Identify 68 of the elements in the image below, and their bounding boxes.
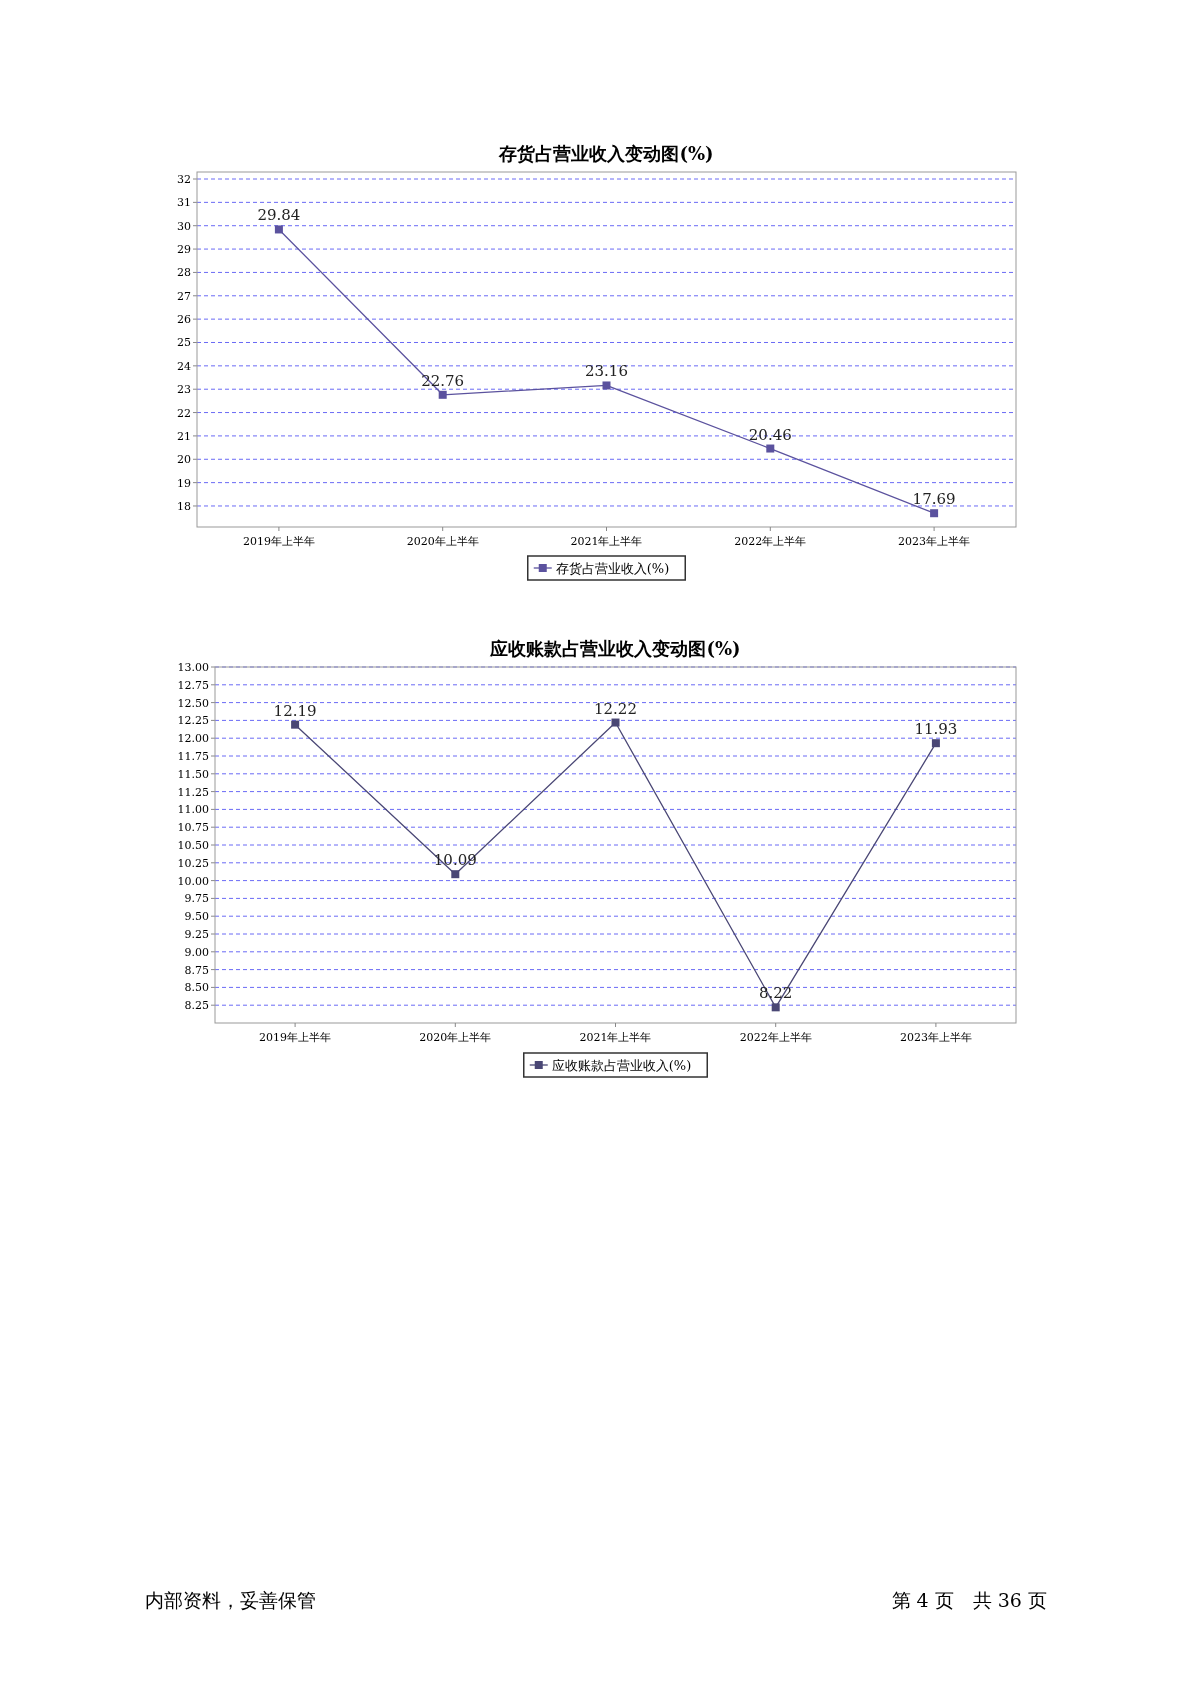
y-tick-label: 32	[177, 173, 191, 187]
point	[771, 1003, 780, 1012]
point	[766, 444, 775, 453]
y-tick-label: 11.50	[177, 767, 209, 781]
y-tick-label: 19	[177, 476, 191, 490]
point	[438, 390, 447, 399]
data-label: 12.22	[594, 699, 637, 718]
y-tick-label: 9.75	[184, 892, 209, 906]
y-tick-label: 8.25	[184, 999, 209, 1013]
y-tick-label: 11.00	[177, 803, 209, 817]
text: 第 4 页 共 36 页	[891, 1589, 1047, 1611]
y-tick-label: 10.00	[177, 874, 209, 888]
x-tick-label: 2019年上半年	[259, 1031, 332, 1044]
y-tick-label: 9.50	[184, 910, 209, 924]
y-tick-label: 12.25	[177, 714, 209, 728]
y-tick-label: 30	[177, 219, 191, 233]
y-tick-label: 10.25	[177, 856, 209, 870]
data-label: 17.69	[912, 490, 956, 509]
x-tick-label: 2023年上半年	[899, 1031, 972, 1044]
y-tick-label: 11.25	[177, 785, 209, 799]
y-tick-label: 28	[177, 266, 191, 280]
y-tick-label: 10.50	[177, 839, 209, 852]
y-tick-label: 8.75	[184, 963, 209, 977]
x-tick-label: 2021年上半年	[579, 1031, 652, 1044]
x-tick-label: 2021年上半年	[570, 535, 643, 548]
data-label: 23.16	[585, 362, 628, 381]
data-label: 11.93	[914, 720, 958, 739]
x-tick-label: 2020年上半年	[406, 535, 479, 548]
y-tick-label: 9.25	[184, 928, 209, 941]
y-tick-label: 12.75	[177, 678, 209, 692]
y-tick-label: 10.75	[177, 821, 209, 835]
y-tick-label: 22	[177, 406, 191, 420]
y-tick-label: 18	[177, 499, 191, 513]
data-label: 12.19	[273, 701, 317, 720]
y-tick-label: 12.00	[177, 732, 209, 746]
x-tick-label: 2020年上半年	[419, 1031, 492, 1044]
chart-title: 应收账款占营业收入变动图(%)	[489, 638, 741, 659]
point	[611, 718, 620, 727]
y-tick-label: 25	[177, 336, 191, 350]
x-tick-label: 2022年上半年	[734, 535, 807, 548]
point	[274, 225, 283, 234]
y-tick-label: 27	[177, 289, 191, 303]
x-tick-label: 2023年上半年	[898, 535, 971, 548]
point	[602, 381, 611, 390]
y-tick-label: 31	[177, 196, 191, 210]
y-tick-label: 26	[177, 313, 191, 327]
x-tick-label: 2019年上半年	[242, 535, 315, 548]
y-tick-label: 29	[177, 243, 191, 257]
y-tick-label: 21	[177, 429, 191, 443]
legend-label: 应收账款占营业收入(%)	[551, 1058, 692, 1073]
text: 内部资料，妥善保管	[145, 1589, 316, 1611]
y-tick-label: 13.00	[177, 661, 209, 674]
point	[291, 720, 300, 729]
point	[451, 870, 460, 879]
data-label: 29.84	[257, 206, 301, 225]
point	[930, 509, 939, 518]
data-label: 20.46	[748, 425, 792, 444]
y-tick-label: 23	[177, 383, 191, 397]
y-tick-label: 20	[177, 453, 191, 467]
x-tick-label: 2022年上半年	[739, 1031, 812, 1044]
y-tick-label: 9.00	[184, 945, 209, 959]
y-tick-label: 11.75	[177, 750, 209, 763]
chart-title: 存货占营业收入变动图(%)	[498, 143, 714, 164]
y-tick-label: 8.50	[184, 981, 209, 995]
y-tick-label: 24	[177, 359, 191, 373]
y-tick-label: 12.50	[177, 696, 209, 710]
point	[931, 739, 940, 748]
legend-label: 存货占营业收入(%)	[555, 561, 670, 576]
